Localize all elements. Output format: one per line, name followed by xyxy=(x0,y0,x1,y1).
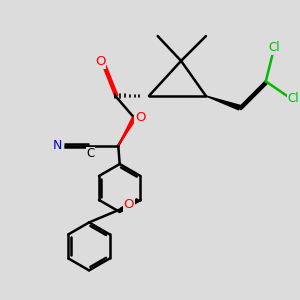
Polygon shape xyxy=(206,96,240,110)
Text: O: O xyxy=(135,111,146,124)
Text: O: O xyxy=(124,198,134,211)
Text: Cl: Cl xyxy=(288,92,299,105)
Polygon shape xyxy=(118,117,136,146)
Text: N: N xyxy=(53,139,62,152)
Text: Cl: Cl xyxy=(269,41,280,54)
Text: C: C xyxy=(86,147,94,160)
Text: O: O xyxy=(95,55,105,68)
